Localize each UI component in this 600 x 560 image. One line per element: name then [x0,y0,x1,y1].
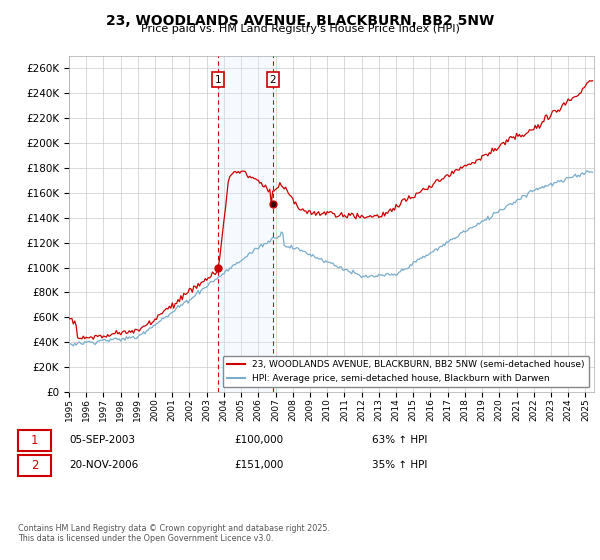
Text: 23, WOODLANDS AVENUE, BLACKBURN, BB2 5NW: 23, WOODLANDS AVENUE, BLACKBURN, BB2 5NW [106,14,494,28]
Text: 63% ↑ HPI: 63% ↑ HPI [372,435,427,445]
Text: 2: 2 [31,459,38,472]
Text: £151,000: £151,000 [234,460,283,470]
Text: 1: 1 [215,74,221,85]
Text: 20-NOV-2006: 20-NOV-2006 [69,460,138,470]
Legend: 23, WOODLANDS AVENUE, BLACKBURN, BB2 5NW (semi-detached house), HPI: Average pri: 23, WOODLANDS AVENUE, BLACKBURN, BB2 5NW… [223,356,589,388]
Text: Price paid vs. HM Land Registry's House Price Index (HPI): Price paid vs. HM Land Registry's House … [140,24,460,34]
Bar [218,56,272,392]
Text: 05-SEP-2003: 05-SEP-2003 [69,435,135,445]
Text: 35% ↑ HPI: 35% ↑ HPI [372,460,427,470]
Text: £100,000: £100,000 [234,435,283,445]
Text: Contains HM Land Registry data © Crown copyright and database right 2025.
This d: Contains HM Land Registry data © Crown c… [18,524,330,543]
Text: 1: 1 [31,433,38,447]
Text: 2: 2 [269,74,276,85]
